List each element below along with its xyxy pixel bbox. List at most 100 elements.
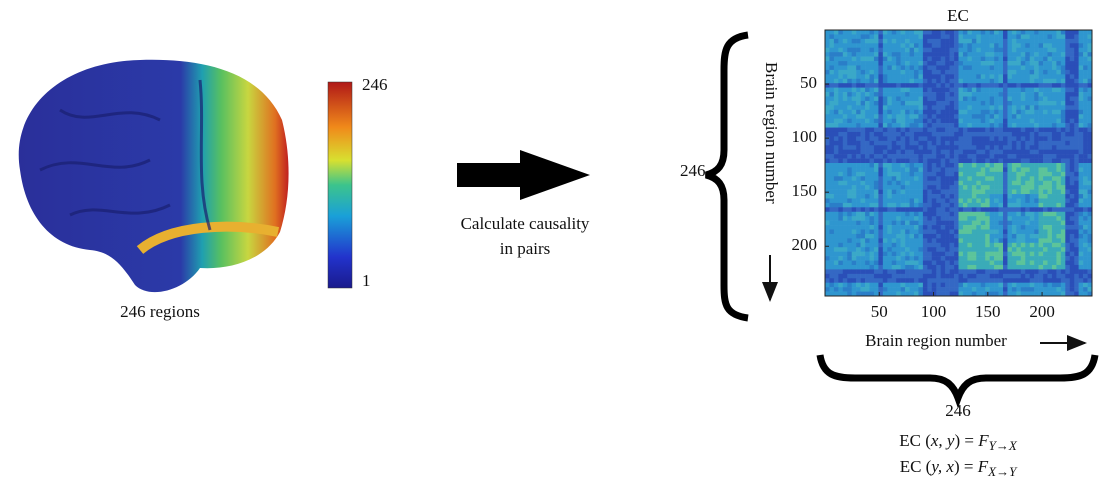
heat-cell xyxy=(1003,141,1008,146)
heat-cell xyxy=(1016,159,1021,164)
heat-cell xyxy=(901,265,906,270)
heat-cell xyxy=(927,97,932,102)
heat-cell xyxy=(834,159,839,164)
heat-cell xyxy=(1048,132,1053,137)
heat-cell xyxy=(874,39,879,44)
heat-cell xyxy=(936,97,941,102)
heat-cell xyxy=(1003,65,1008,70)
heat-cell xyxy=(896,203,901,208)
heat-cell xyxy=(927,145,932,150)
heat-cell xyxy=(1012,88,1017,93)
heat-cell xyxy=(1070,212,1075,217)
heat-cell xyxy=(954,198,959,203)
heat-cell xyxy=(896,243,901,248)
heat-cell xyxy=(927,79,932,84)
heat-cell xyxy=(883,79,888,84)
heat-cell xyxy=(981,225,986,230)
heat-cell xyxy=(1021,274,1026,279)
heat-cell xyxy=(936,136,941,141)
heat-cell xyxy=(1016,61,1021,66)
heat-cell xyxy=(1048,194,1053,199)
heat-cell xyxy=(918,283,923,288)
heat-cell xyxy=(1007,221,1012,226)
heat-cell xyxy=(905,105,910,110)
heat-cell xyxy=(1061,159,1066,164)
heat-cell xyxy=(1070,287,1075,292)
heat-cell xyxy=(1083,79,1088,84)
heat-cell xyxy=(927,207,932,212)
heat-cell xyxy=(1083,39,1088,44)
heat-cell xyxy=(1016,207,1021,212)
heat-cell xyxy=(923,176,928,181)
heat-cell xyxy=(914,30,919,35)
heat-cell xyxy=(1003,128,1008,133)
heat-cell xyxy=(887,65,892,70)
heat-cell xyxy=(892,198,897,203)
heat-cell xyxy=(847,185,852,190)
heat-cell xyxy=(1043,61,1048,66)
heat-cell xyxy=(1034,234,1039,239)
heat-cell xyxy=(878,212,883,217)
heat-cell xyxy=(918,43,923,48)
heat-cell xyxy=(870,212,875,217)
heat-cell xyxy=(838,74,843,79)
heat-cell xyxy=(878,61,883,66)
heat-cell xyxy=(847,70,852,75)
heat-cell xyxy=(914,247,919,252)
heat-cell xyxy=(923,97,928,102)
heat-cell xyxy=(1012,212,1017,217)
heat-cell xyxy=(999,172,1004,177)
heat-cell xyxy=(834,243,839,248)
heat-cell xyxy=(932,141,937,146)
heat-cell xyxy=(1079,172,1084,177)
heat-cell xyxy=(963,163,968,168)
y-tick-label: 150 xyxy=(792,181,818,200)
heat-cell xyxy=(950,74,955,79)
heat-cell xyxy=(1079,269,1084,274)
heat-cell xyxy=(847,101,852,106)
heat-cell xyxy=(887,123,892,128)
heat-cell xyxy=(1016,230,1021,235)
heat-cell xyxy=(936,207,941,212)
heat-cell xyxy=(1025,194,1030,199)
heat-cell xyxy=(1056,79,1061,84)
heat-cell xyxy=(1003,176,1008,181)
heat-cell xyxy=(954,136,959,141)
heat-cell xyxy=(901,119,906,124)
heat-cell xyxy=(923,212,928,217)
heat-cell xyxy=(1056,70,1061,75)
heat-cell xyxy=(829,110,834,115)
heat-cell xyxy=(852,261,857,266)
heat-cell xyxy=(905,136,910,141)
heat-cell xyxy=(1079,176,1084,181)
heat-cell xyxy=(972,230,977,235)
heat-cell xyxy=(999,167,1004,172)
heat-cell xyxy=(1074,221,1079,226)
heat-cell xyxy=(1074,203,1079,208)
heat-cell xyxy=(1043,216,1048,221)
heat-cell xyxy=(910,145,915,150)
heat-cell xyxy=(967,278,972,283)
heat-cell xyxy=(976,88,981,93)
heat-cell xyxy=(1025,150,1030,155)
heat-cell xyxy=(1043,114,1048,119)
heat-cell xyxy=(1021,172,1026,177)
heat-cell xyxy=(1030,83,1035,88)
heat-cell xyxy=(829,190,834,195)
heat-cell xyxy=(861,278,866,283)
heat-cell xyxy=(941,119,946,124)
heat-cell xyxy=(1003,216,1008,221)
heat-cell xyxy=(1007,212,1012,217)
heat-cell xyxy=(914,128,919,133)
heat-cell xyxy=(1016,74,1021,79)
heat-cell xyxy=(1039,234,1044,239)
heat-cell xyxy=(976,212,981,217)
heat-cell xyxy=(1052,61,1057,66)
heat-cell xyxy=(976,172,981,177)
heat-cell xyxy=(887,221,892,226)
heat-cell xyxy=(829,83,834,88)
heat-cell xyxy=(825,181,830,186)
heat-cell xyxy=(1074,88,1079,93)
heat-cell xyxy=(874,181,879,186)
heat-cell xyxy=(941,230,946,235)
